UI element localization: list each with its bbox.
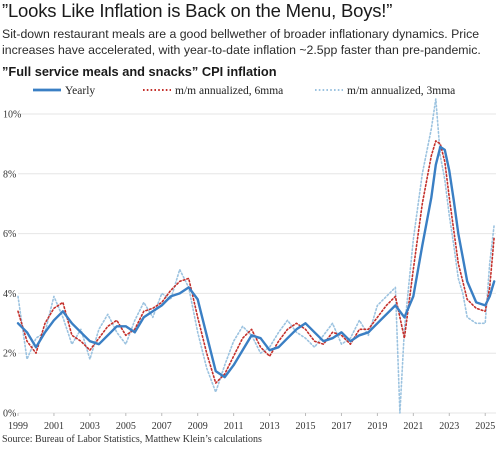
y-tick-label: 10% bbox=[3, 109, 21, 120]
legend-label: m/m annualized, 6mma bbox=[175, 85, 283, 97]
x-tick-label: 2025 bbox=[475, 421, 495, 432]
x-tick-label: 2017 bbox=[331, 421, 351, 432]
grid-lines bbox=[18, 113, 496, 414]
x-tick-label: 2003 bbox=[80, 421, 100, 432]
x-tick-label: 2005 bbox=[116, 421, 136, 432]
x-tick-label: 2007 bbox=[152, 421, 172, 432]
y-axis-ticks: 0% 2% 4% 6% 8% 10% bbox=[3, 109, 21, 419]
x-tick-label: 2009 bbox=[188, 421, 208, 432]
y-tick-label: 2% bbox=[3, 349, 16, 360]
x-tick-label: 2011 bbox=[224, 421, 244, 432]
source-note: Source: Bureau of Labor Statistics, Matt… bbox=[2, 434, 262, 445]
series-lines bbox=[16, 98, 496, 414]
x-tick-label: 2021 bbox=[403, 421, 423, 432]
series-line-1 bbox=[17, 140, 496, 384]
x-tick-label: 1999 bbox=[8, 421, 28, 432]
legend: Yearly m/m annualized, 6mma m/m annualized… bbox=[33, 85, 455, 97]
y-tick-label: 6% bbox=[3, 229, 16, 240]
x-tick-label: 2015 bbox=[296, 421, 316, 432]
y-tick-label: 4% bbox=[3, 289, 16, 300]
x-tick-label: 2019 bbox=[367, 421, 387, 432]
chart-heading: ”Full service meals and snacks” CPI infl… bbox=[2, 64, 277, 79]
y-tick-label: 8% bbox=[3, 169, 16, 180]
x-tick-label: 2001 bbox=[44, 421, 64, 432]
series-line-0 bbox=[16, 145, 496, 379]
x-tick-label: 2013 bbox=[260, 421, 280, 432]
legend-label: m/m annualized, 3mma bbox=[347, 85, 455, 97]
chart-title: ”Looks Like Inflation is Back on the Men… bbox=[2, 0, 393, 21]
legend-label: Yearly bbox=[65, 85, 95, 97]
chart-subtitle: Sit-down restaurant meals are a good bel… bbox=[2, 27, 481, 57]
series-line-2 bbox=[17, 98, 496, 414]
y-tick-label: 0% bbox=[3, 409, 16, 420]
x-axis-ticks: 1999 2001 2003 2005 2007 2009 2011 2013 2015 2017… bbox=[8, 413, 495, 432]
x-tick-label: 2023 bbox=[439, 421, 459, 432]
